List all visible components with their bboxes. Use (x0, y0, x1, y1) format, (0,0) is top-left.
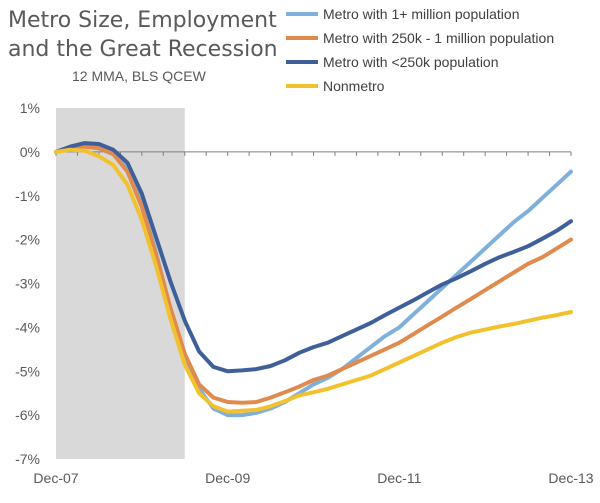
y-tick-label: -5% (15, 363, 40, 379)
legend: Metro with 1+ million population Metro wi… (286, 6, 554, 94)
series-line-2 (54, 144, 573, 405)
x-tick-label: Dec-11 (377, 470, 421, 486)
series-line-3 (54, 141, 573, 374)
y-tick-label: 1% (20, 100, 40, 116)
chart-title-line-1: Metro Size, Employment (8, 8, 277, 33)
legend-label-4: Nonmetro (323, 78, 385, 94)
y-tick-label: 0% (20, 144, 40, 160)
series-layer (54, 141, 573, 418)
axis-layer: 1% 0% -1% -2% -3% -4% -5% -6% -7% Dec-07 Dec-09 Dec… (15, 100, 594, 486)
x-tick-label: Dec-09 (205, 470, 250, 486)
legend-label-3: Metro with <250k population (323, 54, 499, 70)
y-tick-label: -6% (15, 407, 40, 423)
y-tick-label: -2% (15, 232, 40, 248)
chart-subtitle: 12 MMA, BLS QCEW (72, 68, 207, 84)
y-tick-label: -1% (15, 188, 40, 204)
legend-label-2: Metro with 250k - 1 million population (323, 30, 554, 46)
x-tick-label: Dec-13 (548, 470, 593, 486)
y-tick-label: -3% (15, 276, 40, 292)
chart-title-line-2: and the Great Recession (8, 37, 278, 62)
x-tick-label: Dec-07 (33, 470, 78, 486)
y-tick-label: -4% (15, 319, 40, 335)
legend-label-1: Metro with 1+ million population (323, 6, 520, 22)
y-tick-label: -7% (15, 451, 40, 467)
series-line-4 (54, 147, 573, 414)
